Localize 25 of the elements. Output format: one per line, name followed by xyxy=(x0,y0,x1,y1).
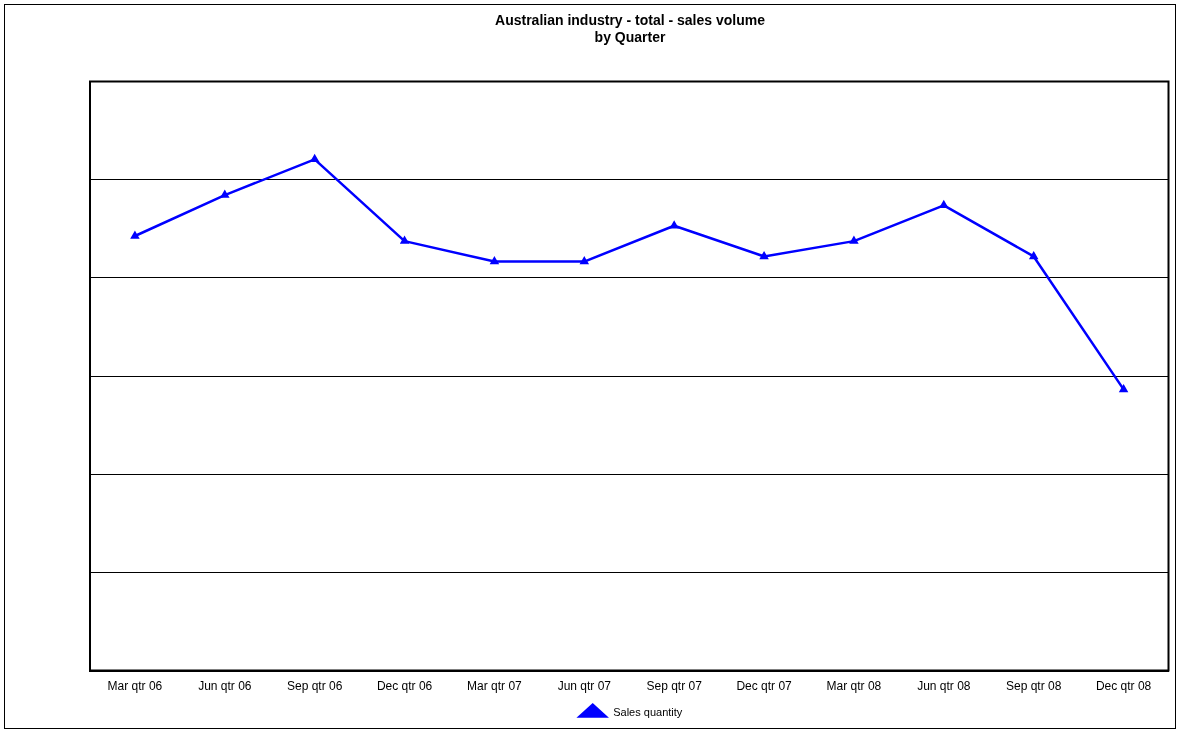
x-tick-label: Jun qtr 06 xyxy=(198,679,252,694)
point xyxy=(400,236,409,244)
x-tick-label: Mar qtr 06 xyxy=(107,679,163,694)
x-tick-label: Sep qtr 06 xyxy=(287,679,343,694)
chart-title: Australian industry - total - sales volume xyxy=(495,12,766,29)
point xyxy=(1119,385,1128,393)
x-tick-label: Sep qtr 07 xyxy=(646,679,703,694)
point xyxy=(760,252,768,260)
point xyxy=(1029,252,1038,260)
legend-label: Sales quantity xyxy=(613,705,683,718)
x-tick-label: Mar qtr 08 xyxy=(826,679,882,694)
point xyxy=(220,190,229,198)
x-tick-label: Dec qtr 06 xyxy=(376,679,433,694)
point xyxy=(490,257,499,265)
x-tick-label: Sep qtr 08 xyxy=(1006,679,1062,694)
x-tick-label: Mar qtr 07 xyxy=(467,679,523,694)
point xyxy=(850,236,858,244)
x-tick-label: Dec qtr 07 xyxy=(736,679,793,694)
point xyxy=(131,231,139,239)
x-tick-label: Dec qtr 08 xyxy=(1095,679,1152,694)
point xyxy=(580,257,589,265)
x-tick-label: Jun qtr 07 xyxy=(557,679,612,694)
chart-subtitle: by Quarter xyxy=(594,29,666,46)
point xyxy=(670,221,679,229)
x-tick-label: Jun qtr 08 xyxy=(917,679,971,694)
